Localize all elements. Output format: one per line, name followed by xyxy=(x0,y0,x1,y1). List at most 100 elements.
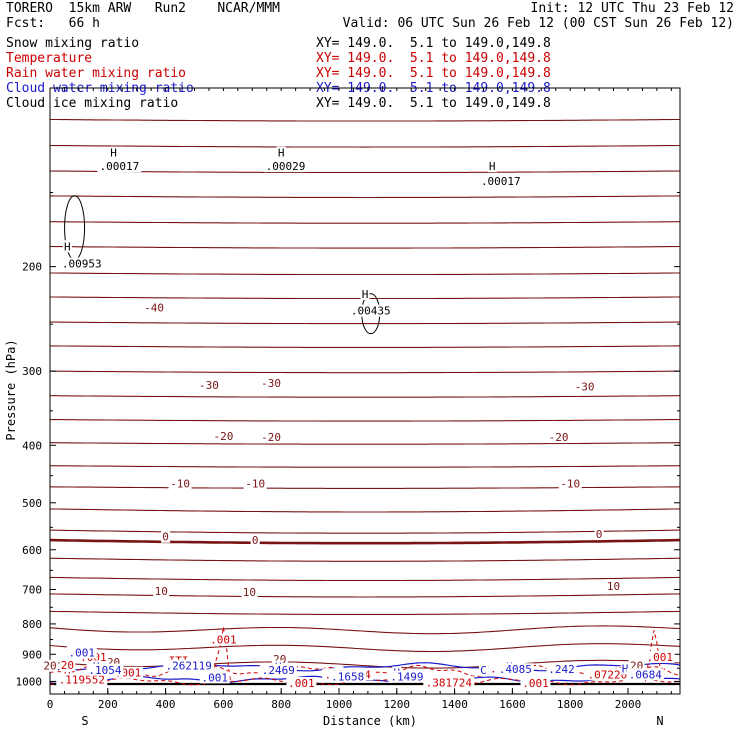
cloud-water-label-8: .1499 xyxy=(390,671,423,684)
cloud-water-label-bg-15 xyxy=(478,664,488,677)
contour-labels: -40 -30 -30 -30 -20 -20 -20 -10 -10 -10 0 0 0 10 10 10 2… xyxy=(42,146,675,690)
header-left-line1: TORERO 15km ARW Run2 NCAR/MMM xyxy=(6,1,280,16)
end-label-left: S xyxy=(81,714,88,728)
y-tick-label-2: 400 xyxy=(22,439,42,452)
legend-xy-cloud-ice: XY= 149.0. 5.1 to 149.0,149.8 xyxy=(316,96,551,111)
x-tick-label-3: 600 xyxy=(213,698,233,711)
cloud-water-label-bg-12 xyxy=(620,662,630,675)
cloud-water-label-2: .1054 xyxy=(88,664,121,677)
x-tick-label-0: 0 xyxy=(47,698,54,711)
temperature-label-bg-12 xyxy=(594,528,604,541)
cloud-water-label-12: H xyxy=(622,662,629,675)
ice-label-bg-6 xyxy=(62,240,72,253)
temperature-label-bg-7 xyxy=(168,477,192,490)
end-label-right: N xyxy=(656,714,663,728)
temperature-label-14: 10 xyxy=(243,586,256,599)
temperature-label-bg-1 xyxy=(197,378,221,391)
y-tick-label-0: 200 xyxy=(22,261,42,274)
temperature-label-1: -30 xyxy=(199,379,219,392)
cloud-water-label-bg-8 xyxy=(388,670,426,683)
isotherm-line-11 xyxy=(50,395,680,398)
x-tick-label-6: 1200 xyxy=(384,698,411,711)
legend-label-cloud-ice: Cloud ice mixing ratio xyxy=(6,96,179,111)
ice-label-bg-5 xyxy=(478,174,523,187)
y-tick-label-8: 1000 xyxy=(16,675,43,688)
y-axis-label: Pressure (hPa) xyxy=(4,339,18,440)
rain-label-bg-11 xyxy=(423,676,475,689)
axis-ticks: 0 200 400 600 800 1000 1200 1400 1600 1800 2000200… xyxy=(16,88,680,711)
cloud-water-label-15: C xyxy=(480,664,487,677)
cloud-water-label-bg-0 xyxy=(66,646,97,659)
ice-label-4: H xyxy=(489,160,496,173)
header-right-line2: Valid: 06 UTC Sun 26 Feb 12 (00 CST Sun … xyxy=(342,16,734,31)
cloud-water-label-5: .2469 xyxy=(262,664,295,677)
x-tick-label-5: 1000 xyxy=(326,698,353,711)
isotherm-line-5 xyxy=(49,245,681,249)
isotherm-line-1 xyxy=(49,144,681,148)
x-tick-label-4: 800 xyxy=(271,698,291,711)
temperature-label-4: -20 xyxy=(213,430,233,443)
ice-label-bg-4 xyxy=(487,160,497,173)
ice-label-bg-1 xyxy=(263,160,308,173)
ice-label-bg-0 xyxy=(276,146,286,159)
ice-label-8: H xyxy=(362,288,369,301)
cloud-water-label-6: .1658 xyxy=(331,671,364,684)
temperature-contours xyxy=(49,118,681,686)
rain-label-bg-4 xyxy=(286,677,317,690)
isotherm-line-19 xyxy=(49,557,681,562)
cloud-water-label-11: .242 xyxy=(548,663,575,676)
y-tick-label-4: 600 xyxy=(22,544,42,557)
legend-xy-snow: XY= 149.0. 5.1 to 149.0,149.8 xyxy=(316,36,551,51)
ice-label-9: .00435 xyxy=(351,305,391,318)
temperature-label-bg-5 xyxy=(259,431,283,444)
ice-label-bg-8 xyxy=(360,287,370,300)
isotherm-line-13 xyxy=(50,442,680,445)
legend-label-rain: Rain water mixing ratio xyxy=(6,66,187,81)
ice-label-1: .00029 xyxy=(266,160,306,173)
ice-label-6: H xyxy=(64,240,71,253)
isotherm-line-2 xyxy=(49,170,681,174)
x-tick-label-9: 1800 xyxy=(557,698,584,711)
ice-label-bg-3 xyxy=(97,160,142,173)
isotherm-line-24 xyxy=(49,643,681,653)
temperature-label-2: -30 xyxy=(261,377,281,390)
rain-label-13: 20 xyxy=(61,659,74,672)
temperature-label-13: 10 xyxy=(155,585,168,598)
temperature-label-3: -30 xyxy=(575,380,595,393)
isotherm-line-25 xyxy=(49,659,681,669)
temperature-label-bg-14 xyxy=(241,585,258,598)
legend-label-snow: Snow mixing ratio xyxy=(6,36,140,51)
y-tick-label-5: 700 xyxy=(22,584,42,597)
temperature-label-bg-4 xyxy=(211,429,235,442)
rain-label-0: .001 xyxy=(210,634,237,647)
header-right-line1: Init: 12 UTC Thu 23 Feb 12 xyxy=(530,1,735,16)
isotherm-line-4 xyxy=(50,221,680,224)
temperature-label-bg-0 xyxy=(142,301,166,314)
rain-label-5: .001 xyxy=(522,677,549,690)
cloud-water-label-bg-11 xyxy=(546,663,577,676)
cloud-water-label-0: .001 xyxy=(69,646,96,659)
temperature-label-bg-13 xyxy=(153,584,170,597)
y-tick-label-1: 300 xyxy=(22,365,42,378)
isotherm-line-23 xyxy=(49,625,681,635)
cloud-water-label-bg-10 xyxy=(496,663,534,676)
temperature-label-bg-10 xyxy=(161,530,171,543)
ice-label-bg-2 xyxy=(109,146,119,159)
y-tick-label-3: 500 xyxy=(22,497,42,510)
rain-label-bg-5 xyxy=(520,677,551,690)
isotherm-line-15 xyxy=(49,486,681,489)
plot-frame xyxy=(49,87,681,695)
y-tick-label-7: 900 xyxy=(22,648,42,661)
cloud-water-label-bg-3 xyxy=(199,671,230,684)
rain-label-11: .381724 xyxy=(426,676,473,689)
isotherm-line-10 xyxy=(49,370,681,374)
rain-label-4: .001 xyxy=(288,677,315,690)
cloud-water-label-bg-13 xyxy=(626,668,664,681)
ice-label-5: .00017 xyxy=(481,175,521,188)
isotherm-line-14 xyxy=(49,465,681,468)
rain-label-bg-13 xyxy=(59,659,76,672)
temperature-label-10: 0 xyxy=(162,531,169,544)
rain-label-bg-7 xyxy=(56,673,108,686)
isotherm-line-8 xyxy=(50,321,680,325)
temperature-label-19: 20 xyxy=(43,660,56,673)
